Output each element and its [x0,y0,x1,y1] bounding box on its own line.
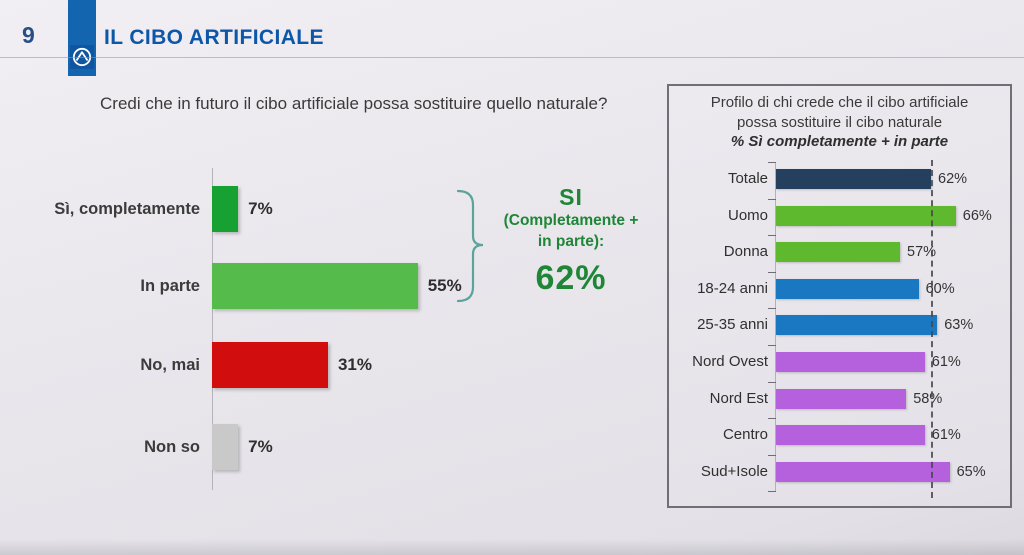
category-label: Sud+Isole [700,462,768,480]
value-label: 62% [938,171,968,187]
bar-row: Donna 57% [669,242,1010,263]
category-label: No, mai [140,356,200,374]
reference-dashed-line [931,160,933,498]
bar-row: Uomo 66% [669,205,1010,226]
curly-brace [456,189,484,303]
axis-tick [768,271,776,273]
axis-tick [768,381,776,383]
header-divider [0,57,1024,58]
category-label: 25-35 anni [697,316,768,334]
bar [776,388,907,409]
bar [776,278,919,299]
left-chart-axis-line [212,168,213,490]
category-label: Donna [723,243,768,261]
panel-title-line3: % Sì completamente + in parte [730,133,949,150]
category-label: Centro [722,426,768,444]
axis-tick [768,235,776,237]
value-label: 31% [337,355,372,374]
bar-row: 18-24 anni 60% [669,278,1010,299]
slide-number: 9 [22,22,35,48]
axis-tick [768,162,776,163]
brand-logo-icon [70,45,94,76]
axis-tick [768,491,776,493]
si-annotation-subtitle: (Completamente + in parte): [486,211,656,253]
page-title: IL CIBO ARTIFICIALE [104,26,324,49]
si-annotation-value: 62% [535,258,607,297]
axis-tick [768,454,776,456]
bar [212,186,239,232]
bar-row: Centro 61% [669,425,1010,446]
si-annotation-heading: SI [559,184,583,210]
panel-title-line1: Profilo di chi crede che il cibo artific… [710,94,969,111]
chart-question: Credi che in futuro il cibo artificiale … [100,94,608,113]
bar [212,424,239,470]
value-label: 60% [925,280,955,297]
profile-chart-axis-line [775,162,776,491]
bar-row: Sì, completamente 7% [0,186,470,232]
bar [776,205,956,226]
si-annotation-sub2: in parte): [537,232,605,250]
value-label: 7% [248,437,273,456]
value-label: 58% [913,390,943,407]
bar [776,242,900,263]
value-label: 61% [931,354,961,370]
category-label: Nord Est [709,389,768,407]
axis-tick [768,308,776,310]
si-annotation-sub1: (Completamente + [503,212,639,229]
value-label: 66% [962,207,992,224]
bar [776,425,925,446]
axis-tick [768,345,776,346]
bar [776,169,931,189]
category-label: Non so [144,438,200,456]
value-label: 55% [427,276,462,295]
profile-panel: Profilo di chi crede che il cibo artific… [667,84,1012,508]
brand-ribbon [68,0,96,76]
bar-row: In parte 55% [0,263,470,309]
bar-row: Sud+Isole 65% [669,461,1010,482]
axis-tick [768,418,776,420]
bar [212,342,328,388]
panel-title-line2: possa sostituire il cibo naturale [736,114,943,131]
axis-tick [768,198,776,200]
main-bar-chart: Sì, completamente 7% In parte 55% No, mai 31%… [0,170,470,490]
category-label: Sì, completamente [54,200,200,218]
bar-row: No, mai 31% [0,342,470,388]
category-label: 18-24 anni [697,279,768,297]
value-label: 57% [907,244,937,261]
bar [776,352,925,372]
value-label: 61% [931,427,961,444]
si-annotation: SI (Completamente + in parte): 62% [486,184,656,298]
category-label: In parte [140,277,200,295]
bar-row: Nord Est 58% [669,388,1010,409]
bar-row: Non so 7% [0,424,470,470]
bar-row: Totale 62% [669,169,1010,189]
category-label: Nord Ovest [692,353,768,370]
value-label: 63% [944,317,974,334]
bar [776,315,938,336]
category-label: Totale [727,170,768,187]
bar [776,461,950,482]
value-label: 7% [248,199,273,218]
category-label: Uomo [727,206,768,224]
bar [212,263,418,309]
value-label: 65% [956,463,986,480]
bar-row: Nord Ovest 61% [669,352,1010,372]
bar-row: 25-35 anni 63% [669,315,1010,336]
